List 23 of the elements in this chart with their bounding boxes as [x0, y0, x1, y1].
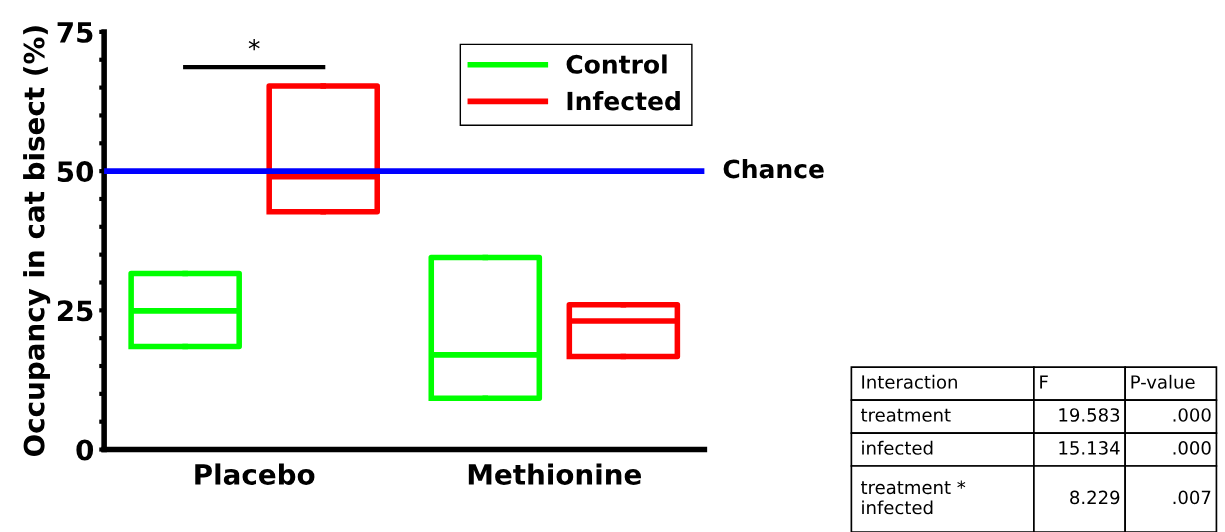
- annotation: *: [248, 38, 260, 51]
- text: 19.583: [1059, 408, 1120, 422]
- text: .000: [1173, 408, 1211, 422]
- text: infected: [862, 440, 933, 455]
- legend-label: Infected: [567, 91, 680, 111]
- y-tick-label: 50: [57, 161, 94, 183]
- y-axis-title: Occupancy in cat bisect (%): [23, 26, 51, 457]
- legend-label: Control: [566, 54, 667, 74]
- text: .007: [1173, 490, 1211, 505]
- text: treatment * infected: [860, 480, 966, 515]
- text: 8.229: [1070, 490, 1120, 505]
- text: Interaction: [862, 374, 957, 389]
- text: P-value: [1131, 374, 1195, 389]
- y-tick-label: 25: [57, 300, 93, 322]
- text: 15.134: [1059, 441, 1120, 455]
- x-tick-label: Placebo: [195, 463, 315, 485]
- text: F: [1040, 375, 1048, 389]
- ref-line-label: Chance: [723, 159, 824, 179]
- y-tick-label: 0: [76, 439, 94, 461]
- text: .000: [1173, 441, 1211, 455]
- x-tick-label: Methionine: [468, 463, 641, 485]
- text: treatment: [860, 408, 951, 422]
- y-tick-label: 75: [57, 22, 93, 43]
